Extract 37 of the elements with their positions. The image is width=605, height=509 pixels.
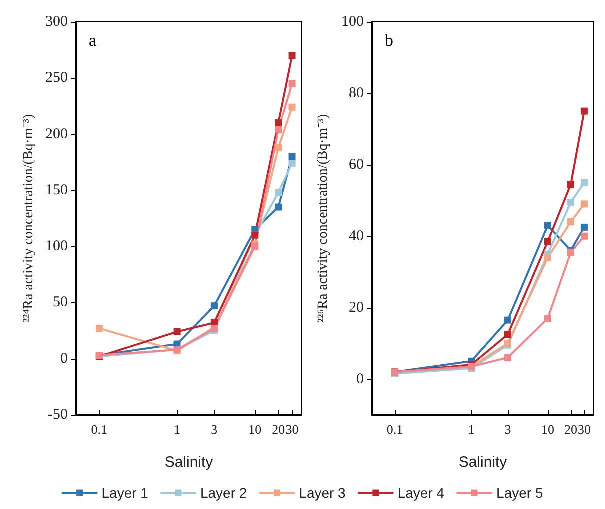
text: b (385, 31, 394, 50)
x-tick-label: 20 (272, 422, 286, 437)
y-tick-label: 250 (46, 70, 68, 86)
legend-label: Layer 3 (299, 485, 346, 501)
y-tick-label: 150 (46, 182, 68, 198)
y-tick-label: 100 (342, 14, 364, 30)
text: a (89, 31, 97, 50)
x-tick-label: 30 (286, 422, 299, 437)
y-tick-label: 0 (356, 371, 364, 388)
x-tick-label: 0.1 (91, 422, 108, 437)
x-tick-label: 30 (578, 422, 591, 437)
x-axis-title: Salinity (164, 454, 214, 471)
x-tick-label: 10 (541, 422, 554, 437)
y-tick-label: 0 (60, 350, 68, 367)
x-tick-label: 3 (504, 422, 512, 437)
y-tick-label: 20 (349, 300, 364, 316)
x-tick-label: 3 (211, 422, 218, 437)
y-tick-label: 40 (349, 228, 364, 244)
x-tick-label: 0.1 (386, 422, 404, 437)
y-tick-label: 50 (53, 294, 68, 311)
y-tick-label: 80 (349, 85, 364, 102)
y-tick-label: 100 (46, 238, 68, 255)
x-axis-title: Salinity (458, 454, 508, 471)
x-tick-label: 10 (248, 422, 262, 437)
x-tick-label: 20 (564, 422, 578, 437)
y-tick-label: 200 (46, 126, 68, 142)
x-tick-label: 1 (468, 422, 475, 437)
legend-label: Layer 5 (496, 485, 544, 501)
legend-label: Layer 1 (102, 485, 149, 501)
legend-label: Layer 2 (200, 485, 248, 501)
y-axis-title: ²²⁴Ra activity concentration/(Bq·m⁻³) (22, 114, 36, 323)
y-axis-title: ²²⁶Ra activity concentration/(Bq·m⁻³) (316, 114, 332, 323)
y-tick-label: 60 (349, 156, 364, 173)
y-tick-label: -50 (48, 407, 68, 423)
x-tick-label: 1 (174, 422, 181, 437)
y-tick-label: 300 (46, 14, 68, 30)
legend-label: Layer 4 (398, 485, 445, 501)
